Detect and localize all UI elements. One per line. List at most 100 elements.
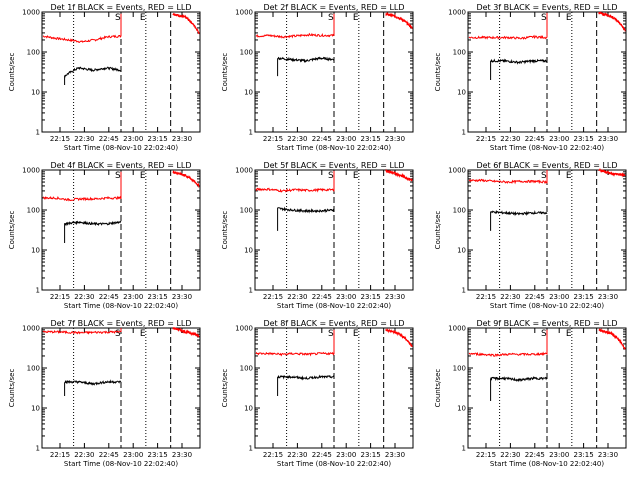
x-tick-label: 22:30 [500, 293, 520, 301]
y-tick-label: 1000 [22, 167, 40, 175]
y-tick-label: 1 [462, 445, 466, 453]
y-tick-label: 10 [244, 405, 253, 413]
y-tick-label: 1 [462, 287, 466, 295]
x-tick-label: 22:30 [287, 293, 307, 301]
series-lld [255, 329, 335, 357]
panel-6: Det 6f BLACK = Events, RED = LLD 1 10 100 10… [434, 161, 627, 310]
y-tick-label: 10 [457, 89, 466, 97]
y-tick-label: 1000 [235, 167, 253, 175]
x-tick-label: 23:30 [385, 293, 405, 301]
x-tick-label: 22:15 [263, 451, 283, 459]
x-axis-label: Start Time (08-Nov-10 22:02:40) [490, 302, 604, 310]
marker-label: S [328, 329, 334, 339]
series-events [277, 56, 335, 77]
series-events [490, 58, 548, 80]
y-tick-label: 10 [31, 405, 40, 413]
y-tick-label: 10 [457, 405, 466, 413]
y-axis-label: Counts/sec [221, 211, 229, 250]
marker-label: S [541, 13, 547, 23]
y-tick-label: 1000 [448, 167, 466, 175]
y-tick-label: 10 [31, 89, 40, 97]
x-tick-label: 22:45 [525, 135, 545, 143]
x-tick-label: 23:15 [148, 135, 168, 143]
panel-title: Det 9f BLACK = Events, RED = LLD [476, 319, 617, 328]
x-tick-label: 22:45 [99, 451, 119, 459]
marker-label: E [566, 329, 572, 339]
series-events [64, 379, 122, 396]
x-tick-label: 23:30 [172, 451, 192, 459]
series-lld [42, 13, 122, 43]
panel-title: Det 7f BLACK = Events, RED = LLD [50, 319, 191, 328]
x-tick-label: 23:15 [148, 451, 168, 459]
x-tick-label: 22:15 [263, 293, 283, 301]
x-tick-label: 22:45 [99, 135, 119, 143]
x-axis-label: Start Time (08-Nov-10 22:02:40) [277, 144, 391, 152]
x-axis-label: Start Time (08-Nov-10 22:02:40) [64, 460, 178, 468]
x-tick-label: 23:15 [361, 135, 381, 143]
x-tick-label: 23:30 [385, 451, 405, 459]
marker-label: E [566, 13, 572, 23]
y-tick-label: 100 [453, 365, 466, 373]
y-tick-label: 100 [453, 207, 466, 215]
x-tick-label: 23:00 [123, 293, 143, 301]
y-tick-label: 100 [240, 365, 253, 373]
y-tick-label: 1 [36, 129, 40, 137]
series-lld-post [385, 12, 413, 29]
x-tick-label: 22:45 [312, 293, 332, 301]
y-tick-label: 100 [240, 49, 253, 57]
marker-label: E [353, 329, 359, 339]
marker-label: S [328, 13, 334, 23]
series-lld [468, 170, 548, 185]
series-events [490, 209, 548, 231]
panel-title: Det 2f BLACK = Events, RED = LLD [263, 3, 404, 12]
marker-label: E [140, 329, 146, 339]
y-tick-label: 1 [36, 287, 40, 295]
x-tick-label: 22:45 [525, 451, 545, 459]
panel-title: Det 8f BLACK = Events, RED = LLD [263, 319, 404, 328]
y-tick-label: 100 [240, 207, 253, 215]
series-events [64, 66, 122, 85]
marker-label: S [115, 329, 121, 339]
marker-label: E [353, 13, 359, 23]
series-lld-post [385, 168, 413, 182]
x-tick-label: 23:15 [148, 293, 168, 301]
x-tick-label: 22:30 [500, 135, 520, 143]
y-tick-label: 10 [31, 247, 40, 255]
x-tick-label: 23:00 [549, 135, 569, 143]
x-axis-label: Start Time (08-Nov-10 22:02:40) [277, 460, 391, 468]
series-lld [42, 171, 122, 202]
series-lld [468, 329, 548, 357]
x-tick-label: 23:15 [574, 135, 594, 143]
x-tick-label: 22:15 [50, 135, 70, 143]
panel-1: Det 1f BLACK = Events, RED = LLD 1 10 100 10… [8, 3, 201, 152]
y-tick-label: 100 [27, 365, 40, 373]
marker-label: E [566, 171, 572, 181]
panel-7: Det 7f BLACK = Events, RED = LLD 1 10 100 10… [8, 319, 201, 468]
y-tick-label: 1000 [448, 325, 466, 333]
y-tick-label: 1000 [22, 9, 40, 17]
series-lld-post [598, 168, 626, 178]
y-tick-label: 10 [244, 89, 253, 97]
x-tick-label: 23:15 [361, 451, 381, 459]
y-tick-label: 1000 [235, 9, 253, 17]
x-tick-label: 22:15 [50, 451, 70, 459]
panel-3: Det 3f BLACK = Events, RED = LLD 1 10 100 10… [434, 3, 627, 152]
y-axis-label: Counts/sec [8, 53, 16, 92]
x-tick-label: 22:45 [312, 135, 332, 143]
marker-label: S [541, 171, 547, 181]
marker-label: S [115, 171, 121, 181]
x-tick-label: 22:15 [476, 293, 496, 301]
x-tick-label: 22:15 [476, 135, 496, 143]
x-tick-label: 22:15 [263, 135, 283, 143]
marker-label: S [328, 171, 334, 181]
x-tick-label: 23:30 [598, 293, 618, 301]
x-tick-label: 22:30 [74, 293, 94, 301]
x-tick-label: 23:30 [598, 135, 618, 143]
x-tick-label: 23:00 [336, 451, 356, 459]
marker-label: E [140, 13, 146, 23]
panel-8: Det 8f BLACK = Events, RED = LLD 1 10 100 10… [221, 319, 414, 468]
y-axis-label: Counts/sec [434, 369, 442, 408]
series-lld [255, 13, 335, 39]
x-tick-label: 22:45 [99, 293, 119, 301]
